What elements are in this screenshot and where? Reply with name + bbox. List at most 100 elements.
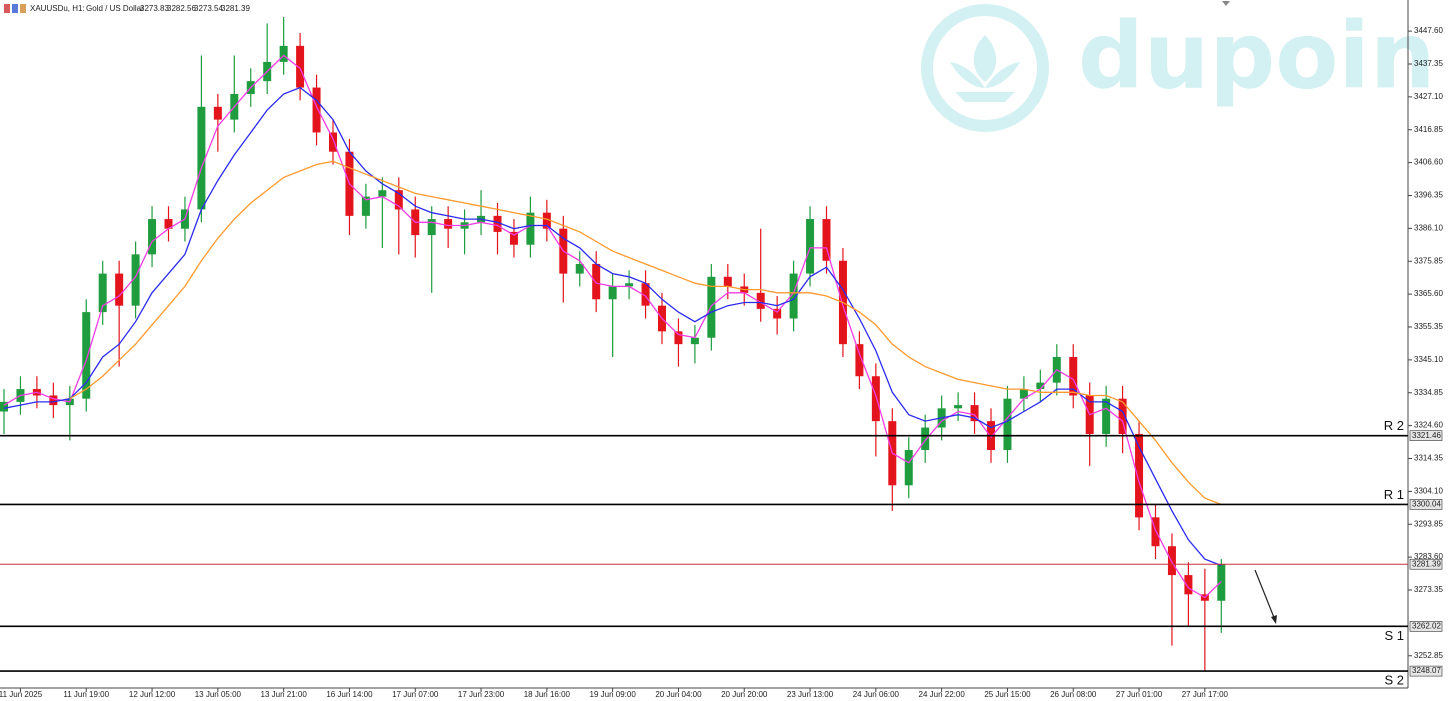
y-tick-label: 3345.10: [1414, 355, 1443, 364]
candle-body: [1069, 356, 1078, 396]
header-description: Gold / US Dollar: [86, 4, 144, 13]
header-low: 3273.54: [194, 4, 223, 13]
x-tick-label: 20 Jun 04:00: [655, 690, 702, 699]
candle-body: [98, 273, 107, 313]
x-tick-label: 27 Jun 17:00: [1182, 690, 1229, 699]
candle-body: [493, 215, 502, 232]
y-tick-label: 3447.60: [1414, 26, 1443, 35]
y-tick-label: 3406.60: [1414, 158, 1443, 167]
candle-body: [575, 263, 584, 274]
x-tick-label: 20 Jun 20:00: [721, 690, 768, 699]
candle-body: [1217, 564, 1226, 601]
candle-body: [279, 45, 288, 62]
candle-body: [1019, 389, 1028, 399]
candle-body: [954, 405, 963, 409]
candle-body: [608, 286, 617, 300]
level-value: 3262.02: [1412, 621, 1441, 630]
x-tick-label: 27 Jun 01:00: [1116, 690, 1163, 699]
candle-body: [115, 273, 124, 306]
level-name: S 1: [1384, 628, 1404, 643]
y-tick-label: 3283.60: [1414, 552, 1443, 561]
y-tick-label: 3334.85: [1414, 388, 1443, 397]
candle-body: [1118, 398, 1127, 434]
y-tick-label: 3355.35: [1414, 322, 1443, 331]
header-high: 3282.56: [167, 4, 196, 13]
candle-body: [871, 376, 880, 422]
x-tick-label: 25 Jun 15:00: [984, 690, 1031, 699]
candle-body: [197, 106, 206, 210]
candle-body: [592, 263, 601, 300]
candle-body: [773, 308, 782, 319]
candle-body: [329, 132, 337, 152]
y-tick-label: 3416.85: [1414, 125, 1443, 134]
level-box: [1409, 499, 1443, 510]
candle-body: [394, 190, 403, 210]
x-tick-label: 16 Jun 14:00: [326, 690, 373, 699]
candle-body: [641, 283, 650, 306]
y-tick-label: 3437.35: [1414, 59, 1443, 68]
y-tick-label: 3427.10: [1414, 92, 1443, 101]
level-box: [1409, 621, 1443, 632]
moving-average-line: [69, 160, 1222, 506]
level-value: 3300.04: [1412, 500, 1441, 509]
candle-body: [921, 427, 930, 451]
candle-body: [1184, 575, 1193, 595]
candle-body: [213, 106, 222, 120]
candle-body: [822, 219, 831, 261]
y-tick-label: 3293.85: [1414, 519, 1443, 528]
candle-body: [148, 219, 157, 255]
y-tick-label: 3304.10: [1414, 486, 1443, 495]
y-tick-label: 3365.60: [1414, 289, 1443, 298]
x-tick-label: 17 Jun 23:00: [458, 690, 505, 699]
candle-body: [1036, 382, 1045, 390]
arrow-head: [1271, 615, 1277, 624]
level-name: R 2: [1384, 418, 1404, 433]
level-box: [1409, 665, 1443, 677]
y-tick-label: 3386.10: [1414, 223, 1443, 232]
x-tick-label: 24 Jun 06:00: [853, 690, 900, 699]
header: XAUUSDu, H1: Gold / US Dollar 3273.83 32…: [4, 4, 250, 13]
header-symbol: XAUUSDu, H1:: [30, 4, 85, 13]
moving-average-line: [3, 54, 1222, 599]
candle-body: [674, 331, 683, 345]
x-tick-label: 19 Jun 09:00: [590, 690, 637, 699]
candle-body: [970, 405, 979, 422]
shift-marker: [1222, 1, 1230, 6]
candle-body: [378, 190, 387, 197]
candle-body: [1102, 398, 1111, 434]
candle-body: [707, 276, 716, 338]
candle-body: [1135, 433, 1144, 518]
y-tick-label: 3324.60: [1414, 421, 1443, 430]
x-tick-label: 24 Jun 22:00: [919, 690, 966, 699]
x-tick-label: 17 Jun 07:00: [392, 690, 439, 699]
arrow: [1254, 569, 1276, 621]
candle-body: [526, 212, 535, 245]
level-name: R 1: [1384, 487, 1404, 502]
level-box: [1409, 430, 1443, 442]
watermark-logo: dupoin: [921, 2, 1435, 132]
candle-body: [164, 219, 173, 229]
x-tick-label: 11 Jun 2025: [0, 690, 43, 699]
header-icon: [4, 4, 10, 13]
candle-body: [49, 395, 58, 406]
level-value: 3248.07: [1412, 666, 1441, 675]
price-value: 3281.39: [1412, 559, 1441, 568]
candle-body: [542, 212, 551, 229]
logo-leaf: [950, 35, 1020, 102]
x-tick-label: 11 Jun 19:00: [63, 690, 109, 699]
header-close: 3281.39: [221, 4, 250, 13]
candle-body: [361, 196, 370, 216]
candle-body: [756, 292, 765, 309]
candle-body: [625, 283, 634, 287]
header-icon: [20, 4, 26, 13]
x-tick-label: 18 Jun 16:00: [524, 690, 571, 699]
moving-average-line: [3, 86, 1222, 567]
candle-body: [690, 337, 699, 345]
candle-body: [789, 273, 798, 319]
level-name: S 2: [1384, 673, 1404, 688]
y-tick-label: 3314.35: [1414, 454, 1443, 463]
price-box: [1409, 558, 1443, 570]
x-tick-label: 13 Jun 21:00: [261, 690, 308, 699]
candle-body: [806, 219, 815, 274]
